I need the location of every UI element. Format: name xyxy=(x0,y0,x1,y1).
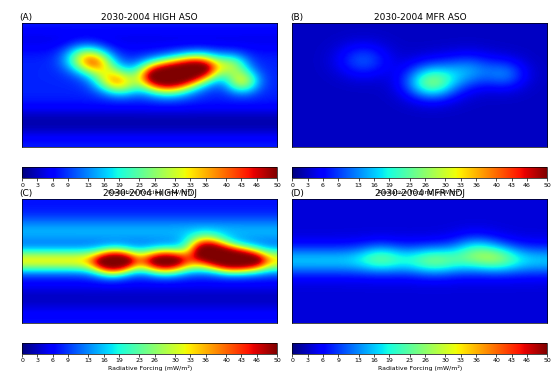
Title: 2030-2004 HIGH NDJ: 2030-2004 HIGH NDJ xyxy=(103,189,197,198)
X-axis label: Radiative Forcing (mW/m²): Radiative Forcing (mW/m²) xyxy=(378,365,462,371)
Title: 2030-2004 HIGH ASO: 2030-2004 HIGH ASO xyxy=(101,13,198,22)
X-axis label: Radiative Forcing (mW/m²): Radiative Forcing (mW/m²) xyxy=(107,365,192,371)
Text: (B): (B) xyxy=(290,13,303,22)
Title: 2030-2004 MFR ASO: 2030-2004 MFR ASO xyxy=(374,13,466,22)
X-axis label: Radiative Forcing (mW/m²): Radiative Forcing (mW/m²) xyxy=(107,189,192,195)
Text: (C): (C) xyxy=(19,189,33,197)
Text: (A): (A) xyxy=(19,13,33,22)
X-axis label: Radiative Forcing (mW/m²): Radiative Forcing (mW/m²) xyxy=(378,189,462,195)
Title: 2030-2004 MFR NDJ: 2030-2004 MFR NDJ xyxy=(375,189,465,198)
Text: (D): (D) xyxy=(290,189,304,197)
